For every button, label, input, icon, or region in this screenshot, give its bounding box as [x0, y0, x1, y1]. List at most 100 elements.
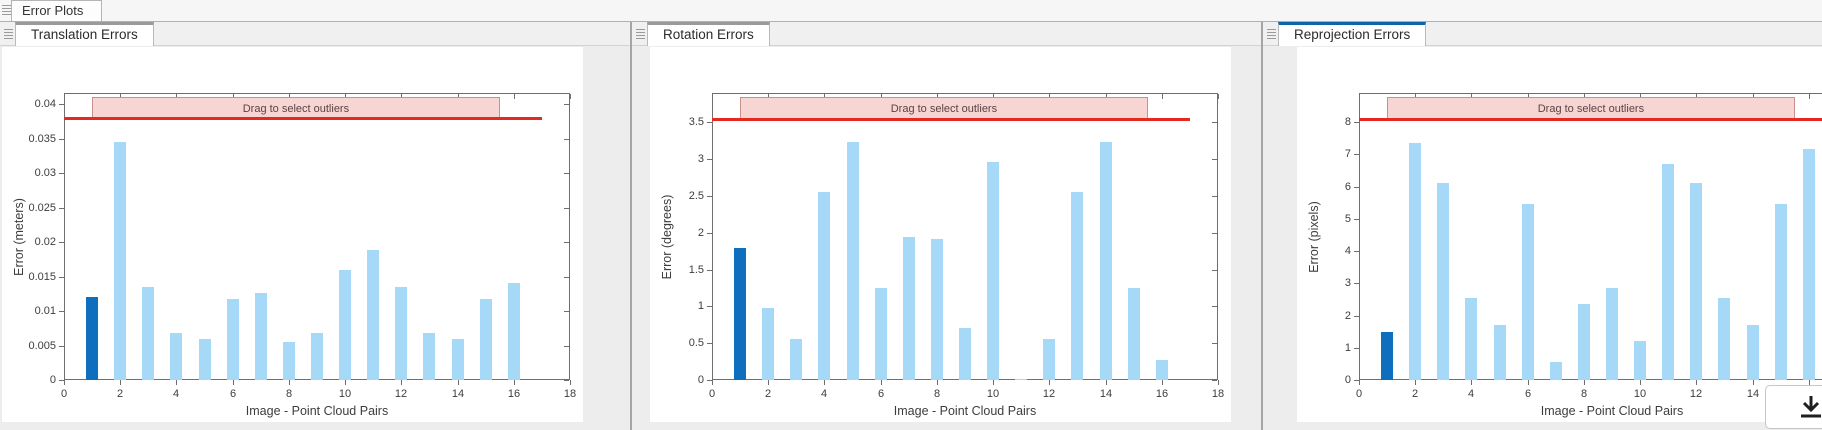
panel-divider[interactable]	[1261, 22, 1263, 430]
x-tick-label: 0	[60, 388, 68, 400]
bar[interactable]	[254, 293, 267, 380]
bar[interactable]	[339, 269, 352, 380]
y-tick-label: 2	[697, 227, 704, 239]
drag-select-banner[interactable]: Drag to select outliers	[740, 97, 1148, 121]
bar[interactable]	[367, 249, 380, 380]
x-tick-mark-top	[712, 94, 713, 99]
bar[interactable]	[762, 307, 775, 380]
bar[interactable]	[790, 338, 803, 380]
y-tick-label: 0.035	[28, 133, 56, 145]
bar[interactable]	[479, 299, 492, 380]
bar[interactable]	[86, 297, 99, 380]
bar[interactable]	[1127, 288, 1140, 380]
x-tick-mark	[458, 380, 459, 385]
bar[interactable]	[902, 236, 915, 380]
bar[interactable]	[1606, 288, 1618, 380]
tab-error-plots[interactable]: Error Plots	[11, 0, 103, 21]
plot-area[interactable]	[1359, 93, 1822, 380]
bar[interactable]	[311, 333, 323, 380]
bar[interactable]	[114, 141, 127, 380]
bar[interactable]	[198, 339, 211, 380]
x-tick-mark	[401, 380, 402, 385]
bar[interactable]	[1071, 191, 1084, 380]
bar[interactable]	[1381, 331, 1394, 380]
bar[interactable]	[818, 191, 831, 380]
bar[interactable]	[1015, 378, 1028, 380]
drag-grip-icon[interactable]	[636, 29, 645, 40]
bar[interactable]	[1465, 297, 1478, 380]
bar[interactable]	[874, 288, 887, 380]
bar[interactable]	[1690, 183, 1703, 380]
bar[interactable]	[846, 142, 859, 380]
bar[interactable]	[1437, 183, 1450, 380]
bar[interactable]	[282, 342, 295, 380]
y-tick-mark	[59, 173, 64, 174]
bar[interactable]	[423, 333, 436, 380]
x-tick-mark-top	[993, 94, 994, 99]
y-tick-mark	[707, 196, 712, 197]
bar[interactable]	[1718, 297, 1731, 380]
bar[interactable]	[1409, 142, 1422, 380]
y-tick-mark	[1354, 283, 1359, 284]
y-tick-mark	[59, 277, 64, 278]
x-tick-mark-top	[1218, 94, 1219, 99]
bar[interactable]	[226, 299, 239, 380]
x-axis-label: Image - Point Cloud Pairs	[245, 404, 389, 418]
drag-grip-icon[interactable]	[1267, 29, 1276, 40]
bar[interactable]	[1774, 204, 1787, 380]
bar[interactable]	[170, 333, 183, 380]
document-tab-bar: Error Plots	[0, 0, 1822, 22]
x-tick-label: 6	[877, 388, 885, 400]
x-tick-mark	[1415, 380, 1416, 385]
y-tick-mark-right	[1212, 306, 1217, 307]
panel-divider[interactable]	[630, 22, 632, 430]
x-tick-mark	[1753, 380, 1754, 385]
bar[interactable]	[1662, 163, 1675, 380]
y-tick-label: 4	[1344, 245, 1351, 257]
bar[interactable]	[142, 286, 155, 380]
bar[interactable]	[1493, 325, 1506, 380]
bar[interactable]	[930, 238, 943, 380]
bar[interactable]	[734, 247, 747, 380]
bar[interactable]	[507, 283, 520, 380]
bar[interactable]	[1802, 149, 1815, 380]
y-tick-label: 3	[1344, 277, 1351, 289]
tab-reprojection-errors[interactable]: Reprojection Errors	[1278, 22, 1427, 46]
bar[interactable]	[1155, 360, 1168, 380]
tab-translation-errors[interactable]: Translation Errors	[15, 22, 154, 46]
bar[interactable]	[451, 339, 464, 380]
y-tick-label: 0	[49, 374, 56, 386]
bar[interactable]	[1043, 338, 1056, 380]
bar[interactable]	[959, 328, 971, 380]
y-tick-label: 0.02	[34, 236, 56, 248]
x-tick-label: 12	[394, 388, 408, 400]
bar[interactable]	[1099, 142, 1112, 380]
bar[interactable]	[987, 162, 1000, 380]
drag-grip-icon[interactable]	[4, 29, 13, 40]
tab-rotation-errors[interactable]: Rotation Errors	[647, 22, 770, 46]
y-tick-label: 0	[1344, 374, 1351, 386]
y-tick-mark	[707, 122, 712, 123]
drag-select-banner[interactable]: Drag to select outliers	[1387, 97, 1795, 121]
bar[interactable]	[1521, 204, 1534, 380]
y-tick-label: 5	[1344, 213, 1351, 225]
bar[interactable]	[395, 286, 408, 380]
bar[interactable]	[1746, 325, 1759, 380]
bar[interactable]	[1577, 304, 1590, 380]
export-icon[interactable]	[1798, 394, 1822, 420]
y-tick-label: 7	[1344, 148, 1351, 160]
x-tick-label: 16	[507, 388, 521, 400]
bar[interactable]	[1634, 341, 1647, 380]
drag-select-banner-label: Drag to select outliers	[890, 103, 998, 116]
x-tick-mark-top	[120, 94, 121, 99]
y-tick-label: 0.015	[28, 271, 56, 283]
drag-grip-icon[interactable]	[2, 5, 11, 16]
y-tick-label: 0.03	[34, 167, 56, 179]
y-tick-label: 1	[1344, 342, 1351, 354]
y-tick-mark-right	[564, 380, 569, 381]
bar[interactable]	[1549, 362, 1562, 380]
drag-select-banner[interactable]: Drag to select outliers	[92, 97, 500, 120]
x-tick-mark-top	[881, 94, 882, 99]
x-tick-mark	[1696, 380, 1697, 385]
